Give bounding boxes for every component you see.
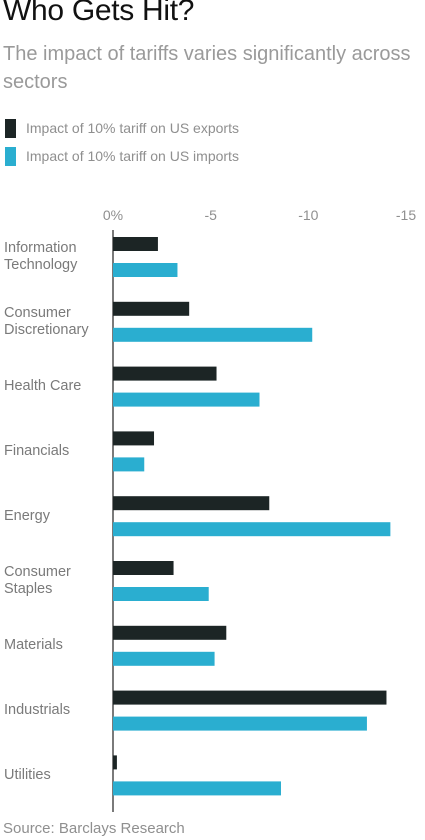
bar-imports-consumer-discretionary <box>113 327 313 342</box>
category-label-line: Financials <box>4 442 70 459</box>
bar-imports-energy <box>113 522 391 537</box>
category-label-line: Consumer <box>4 304 71 321</box>
category-label: Industrials <box>4 702 124 719</box>
category-label: Health Care <box>4 378 124 395</box>
category-label-line: Energy <box>4 507 50 524</box>
category-label-line: Health Care <box>4 378 82 395</box>
x-tick-label: -5 <box>204 207 217 223</box>
bar-imports-information-technology <box>113 263 178 277</box>
bar-exports-information-technology <box>113 237 158 251</box>
category-label: Materials <box>4 637 124 654</box>
legend-label-imports: Impact of 10% tariff on US imports <box>26 148 239 164</box>
category-label: Financials <box>4 443 124 460</box>
bar-exports-consumer-staples <box>113 561 174 575</box>
category-label-line: Staples <box>4 581 53 597</box>
x-tick-label: 0% <box>102 207 124 223</box>
chart-title: Who Gets Hit? <box>3 0 195 27</box>
legend-swatch-imports <box>5 146 16 166</box>
category-label-line: Materials <box>4 637 63 654</box>
category-label: Information Technology <box>4 240 124 274</box>
bar-imports-industrials <box>113 716 367 731</box>
legend-label-exports: Impact of 10% tariff on US exports <box>26 120 239 136</box>
legend-swatch-exports <box>5 118 16 138</box>
category-label-line: Utilities <box>4 766 51 783</box>
category-label-line: Discretionary <box>4 321 89 338</box>
chart-subtitle: The impact of tariffs varies significant… <box>3 43 411 93</box>
bar-exports-health-care <box>113 366 217 381</box>
bar-imports-financials <box>113 457 145 472</box>
x-tick-label: -15 <box>395 207 417 223</box>
bar-imports-materials <box>113 651 215 666</box>
bar-imports-consumer-staples <box>113 587 209 601</box>
category-label: Energy <box>4 508 124 525</box>
x-tick-label: -10 <box>298 207 319 223</box>
category-label-line: Industrials <box>4 702 71 719</box>
bar-exports-energy <box>113 496 270 511</box>
bar-exports-financials <box>113 431 155 446</box>
bar-imports-health-care <box>113 392 260 407</box>
legend-item-imports: Impact of 10% tariff on US imports <box>5 146 239 166</box>
category-label: Consumer Discretionary <box>4 305 124 339</box>
source-note: Source: Barclays Research <box>3 820 185 837</box>
category-label-line: Information <box>4 240 77 256</box>
category-label: Utilities <box>4 767 124 784</box>
legend-item-exports: Impact of 10% tariff on US exports <box>5 118 239 138</box>
bar-imports-utilities <box>113 781 281 796</box>
bar-exports-materials <box>113 625 227 640</box>
bar-exports-consumer-discretionary <box>113 301 190 316</box>
bar-exports-industrials <box>113 690 387 705</box>
category-label-line: Technology <box>4 257 78 273</box>
bar-exports-utilities <box>113 755 117 770</box>
category-label-line: Consumer <box>4 564 71 580</box>
category-label: Consumer Staples <box>4 564 124 598</box>
